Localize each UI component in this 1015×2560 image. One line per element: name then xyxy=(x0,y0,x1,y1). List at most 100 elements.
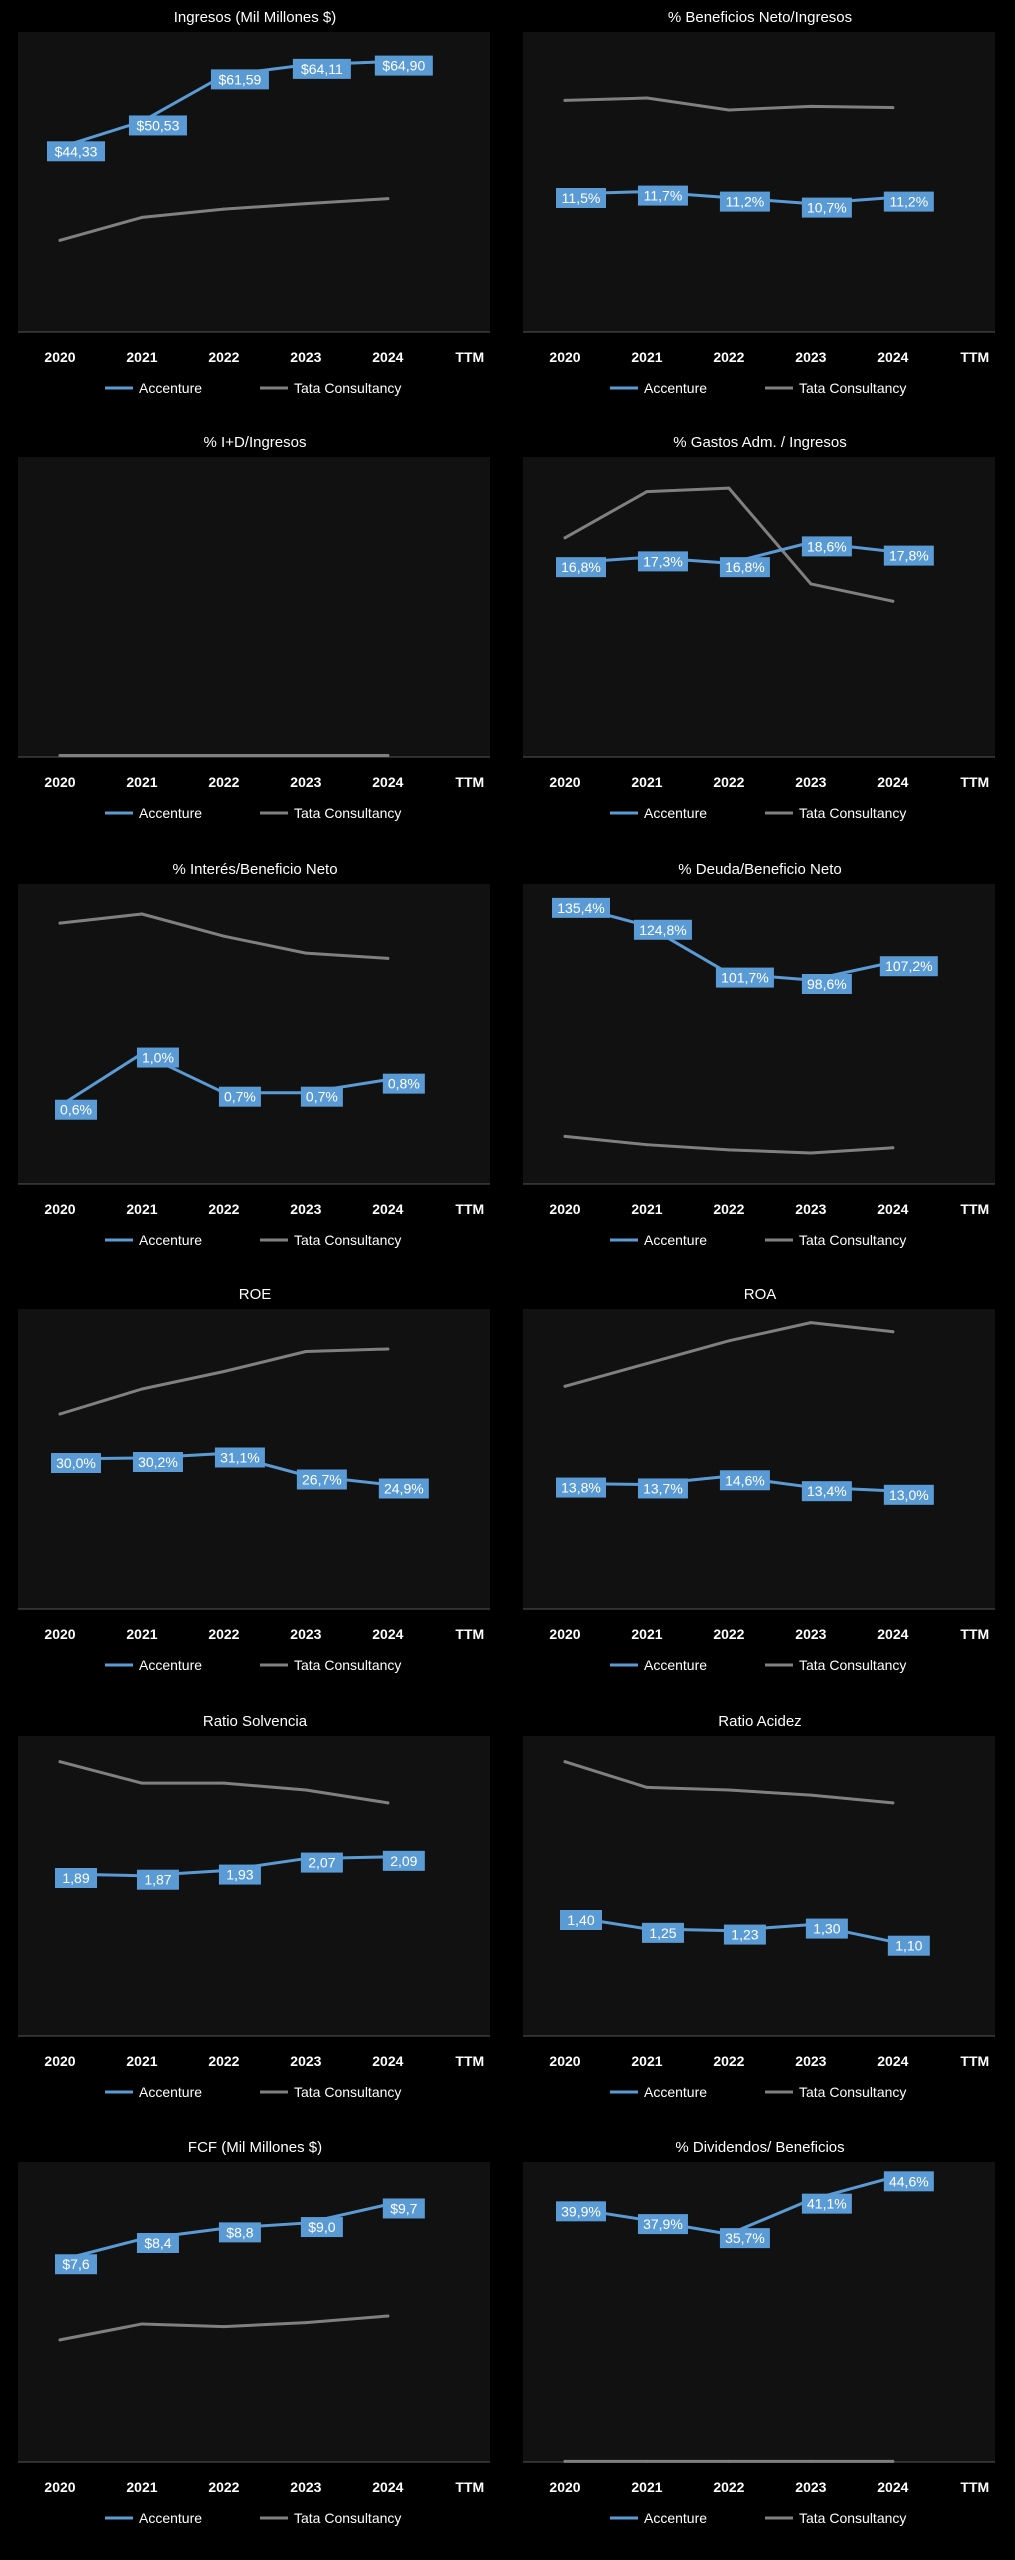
chart-svg: % Dividendos/ Beneficios 2020 2021 2022 2023… xyxy=(523,2139,995,2526)
chart-title: ROE xyxy=(239,1286,272,1303)
legend-item-tata: Tata Consultancy xyxy=(260,1657,401,1673)
x-tick-label: 2021 xyxy=(631,1201,662,1217)
legend-label: Tata Consultancy xyxy=(799,380,906,396)
x-tick-label: 2024 xyxy=(372,774,403,790)
data-point-tata xyxy=(386,956,390,960)
x-tick-label: 2024 xyxy=(372,2479,403,2495)
legend-item-accenture: Accenture xyxy=(105,1657,202,1673)
legend-label: Tata Consultancy xyxy=(294,2084,401,2100)
data-label: 1,30 xyxy=(805,1918,848,1939)
data-label: 13,0% xyxy=(883,1484,934,1505)
chart-panel-12: % Dividendos/ Beneficios 2020 2021 2022 2023… xyxy=(515,2130,1005,2555)
data-label-text: 1,23 xyxy=(731,1927,758,1943)
x-tick-label: 2020 xyxy=(549,2479,580,2495)
data-label-box xyxy=(560,1910,602,1930)
data-label: $9,7 xyxy=(382,2198,425,2219)
data-label-text: $8,8 xyxy=(226,2224,253,2240)
data-label-box xyxy=(136,1869,179,1890)
data-label: 2,07 xyxy=(300,1852,343,1873)
data-point-tata xyxy=(645,2459,649,2463)
data-label-box xyxy=(136,2232,179,2253)
data-label: 1,40 xyxy=(560,1910,602,1930)
chart-svg: % Beneficios Neto/Ingresos 2020 2021 2022 20… xyxy=(523,9,995,396)
legend-item-accenture: Accenture xyxy=(610,1657,707,1673)
data-label: 18,6% xyxy=(801,536,852,557)
data-point-tata xyxy=(222,934,226,938)
data-label: 101,7% xyxy=(715,967,774,988)
data-label-box xyxy=(552,897,610,918)
data-point-tata xyxy=(645,490,649,494)
data-label-text: 13,8% xyxy=(561,1480,601,1496)
data-label-text: 1,89 xyxy=(62,1870,89,1886)
data-label: $7,6 xyxy=(55,2254,97,2275)
data-point-tata xyxy=(809,1793,813,1797)
legend-item-tata: Tata Consultancy xyxy=(765,2510,906,2526)
data-label: $64,11 xyxy=(292,58,351,79)
legend-label: Accenture xyxy=(139,2510,202,2526)
legend-label: Accenture xyxy=(644,1232,707,1248)
legend-item-accenture: Accenture xyxy=(610,2084,707,2100)
legend-label: Accenture xyxy=(139,1232,202,1248)
data-label-box xyxy=(136,1047,179,1068)
data-point-tata xyxy=(222,2325,226,2329)
chart-panel-10: Ratio Acidez 2020 2021 2022 2023 2024 TTM 1,40 1… xyxy=(515,1704,1005,2129)
data-label-box xyxy=(801,2193,852,2214)
data-label-text: 16,8% xyxy=(725,559,765,575)
x-tick-label: 2022 xyxy=(713,1626,744,1642)
data-label-box xyxy=(883,191,934,212)
data-label-box xyxy=(719,1470,770,1491)
legend-label: Accenture xyxy=(644,1657,707,1673)
data-label-text: 1,25 xyxy=(649,1925,676,1941)
data-label-box xyxy=(883,1484,934,1505)
x-tick-label: 2024 xyxy=(877,2053,908,2069)
data-label-text: 1,40 xyxy=(567,1912,594,1928)
data-label: 1,89 xyxy=(55,1868,97,1888)
x-tick-label: 2022 xyxy=(208,2479,239,2495)
chart-svg: Ratio Acidez 2020 2021 2022 2023 2024 TTM 1,40 1… xyxy=(523,1713,995,2100)
data-point-tata xyxy=(563,536,567,540)
data-label-text: 135,4% xyxy=(557,900,604,916)
data-label-box xyxy=(883,545,934,566)
data-label-text: 98,6% xyxy=(807,976,847,992)
legend-label: Accenture xyxy=(644,2510,707,2526)
data-label-box xyxy=(55,1868,97,1888)
legend-label: Accenture xyxy=(139,805,202,821)
legend-label: Tata Consultancy xyxy=(294,2510,401,2526)
data-point-tata xyxy=(58,238,62,242)
chart-panel-5: % Interés/Beneficio Neto 2020 2021 2022 2023… xyxy=(10,852,500,1277)
data-label-box xyxy=(879,956,938,977)
data-label-box xyxy=(556,2201,606,2222)
data-label-box xyxy=(887,1935,930,1956)
data-label-box xyxy=(637,551,688,572)
data-label-text: 44,6% xyxy=(889,2173,929,2189)
data-point-tata xyxy=(58,1760,62,1764)
x-tick-label: TTM xyxy=(455,774,484,790)
x-tick-label: 2022 xyxy=(208,774,239,790)
x-tick-label: 2021 xyxy=(631,2053,662,2069)
data-point-tata xyxy=(304,951,308,955)
plot-area xyxy=(523,1309,995,1609)
data-label-box xyxy=(715,967,774,988)
legend-label: Tata Consultancy xyxy=(799,805,906,821)
data-label: 16,8% xyxy=(556,557,606,578)
data-label-text: 1,0% xyxy=(142,1050,174,1066)
x-tick-label: 2021 xyxy=(126,349,157,365)
chart-svg: ROA 2020 2021 2022 2023 2024 TTM 13,8% 13,7% 14,6… xyxy=(523,1286,995,1673)
legend-item-accenture: Accenture xyxy=(105,380,202,396)
x-tick-label: 2023 xyxy=(290,1201,321,1217)
chart-title: % Deuda/Beneficio Neto xyxy=(678,861,841,878)
data-label-box xyxy=(378,1478,429,1499)
data-point-tata xyxy=(563,1760,567,1764)
x-tick-label: 2022 xyxy=(713,2053,744,2069)
x-tick-label: 2021 xyxy=(631,1626,662,1642)
data-label-box xyxy=(719,2228,770,2249)
legend-item-accenture: Accenture xyxy=(610,805,707,821)
x-tick-label: 2021 xyxy=(126,2479,157,2495)
data-label-box xyxy=(556,188,606,208)
chart-svg: FCF (Mil Millones $) 2020 2021 2022 2023 2024… xyxy=(18,2139,490,2526)
x-tick-label: 2022 xyxy=(208,2053,239,2069)
data-label: 11,5% xyxy=(556,188,606,208)
data-point-tata xyxy=(727,2459,731,2463)
data-label: 30,2% xyxy=(132,1452,183,1472)
x-tick-label: TTM xyxy=(960,349,989,365)
